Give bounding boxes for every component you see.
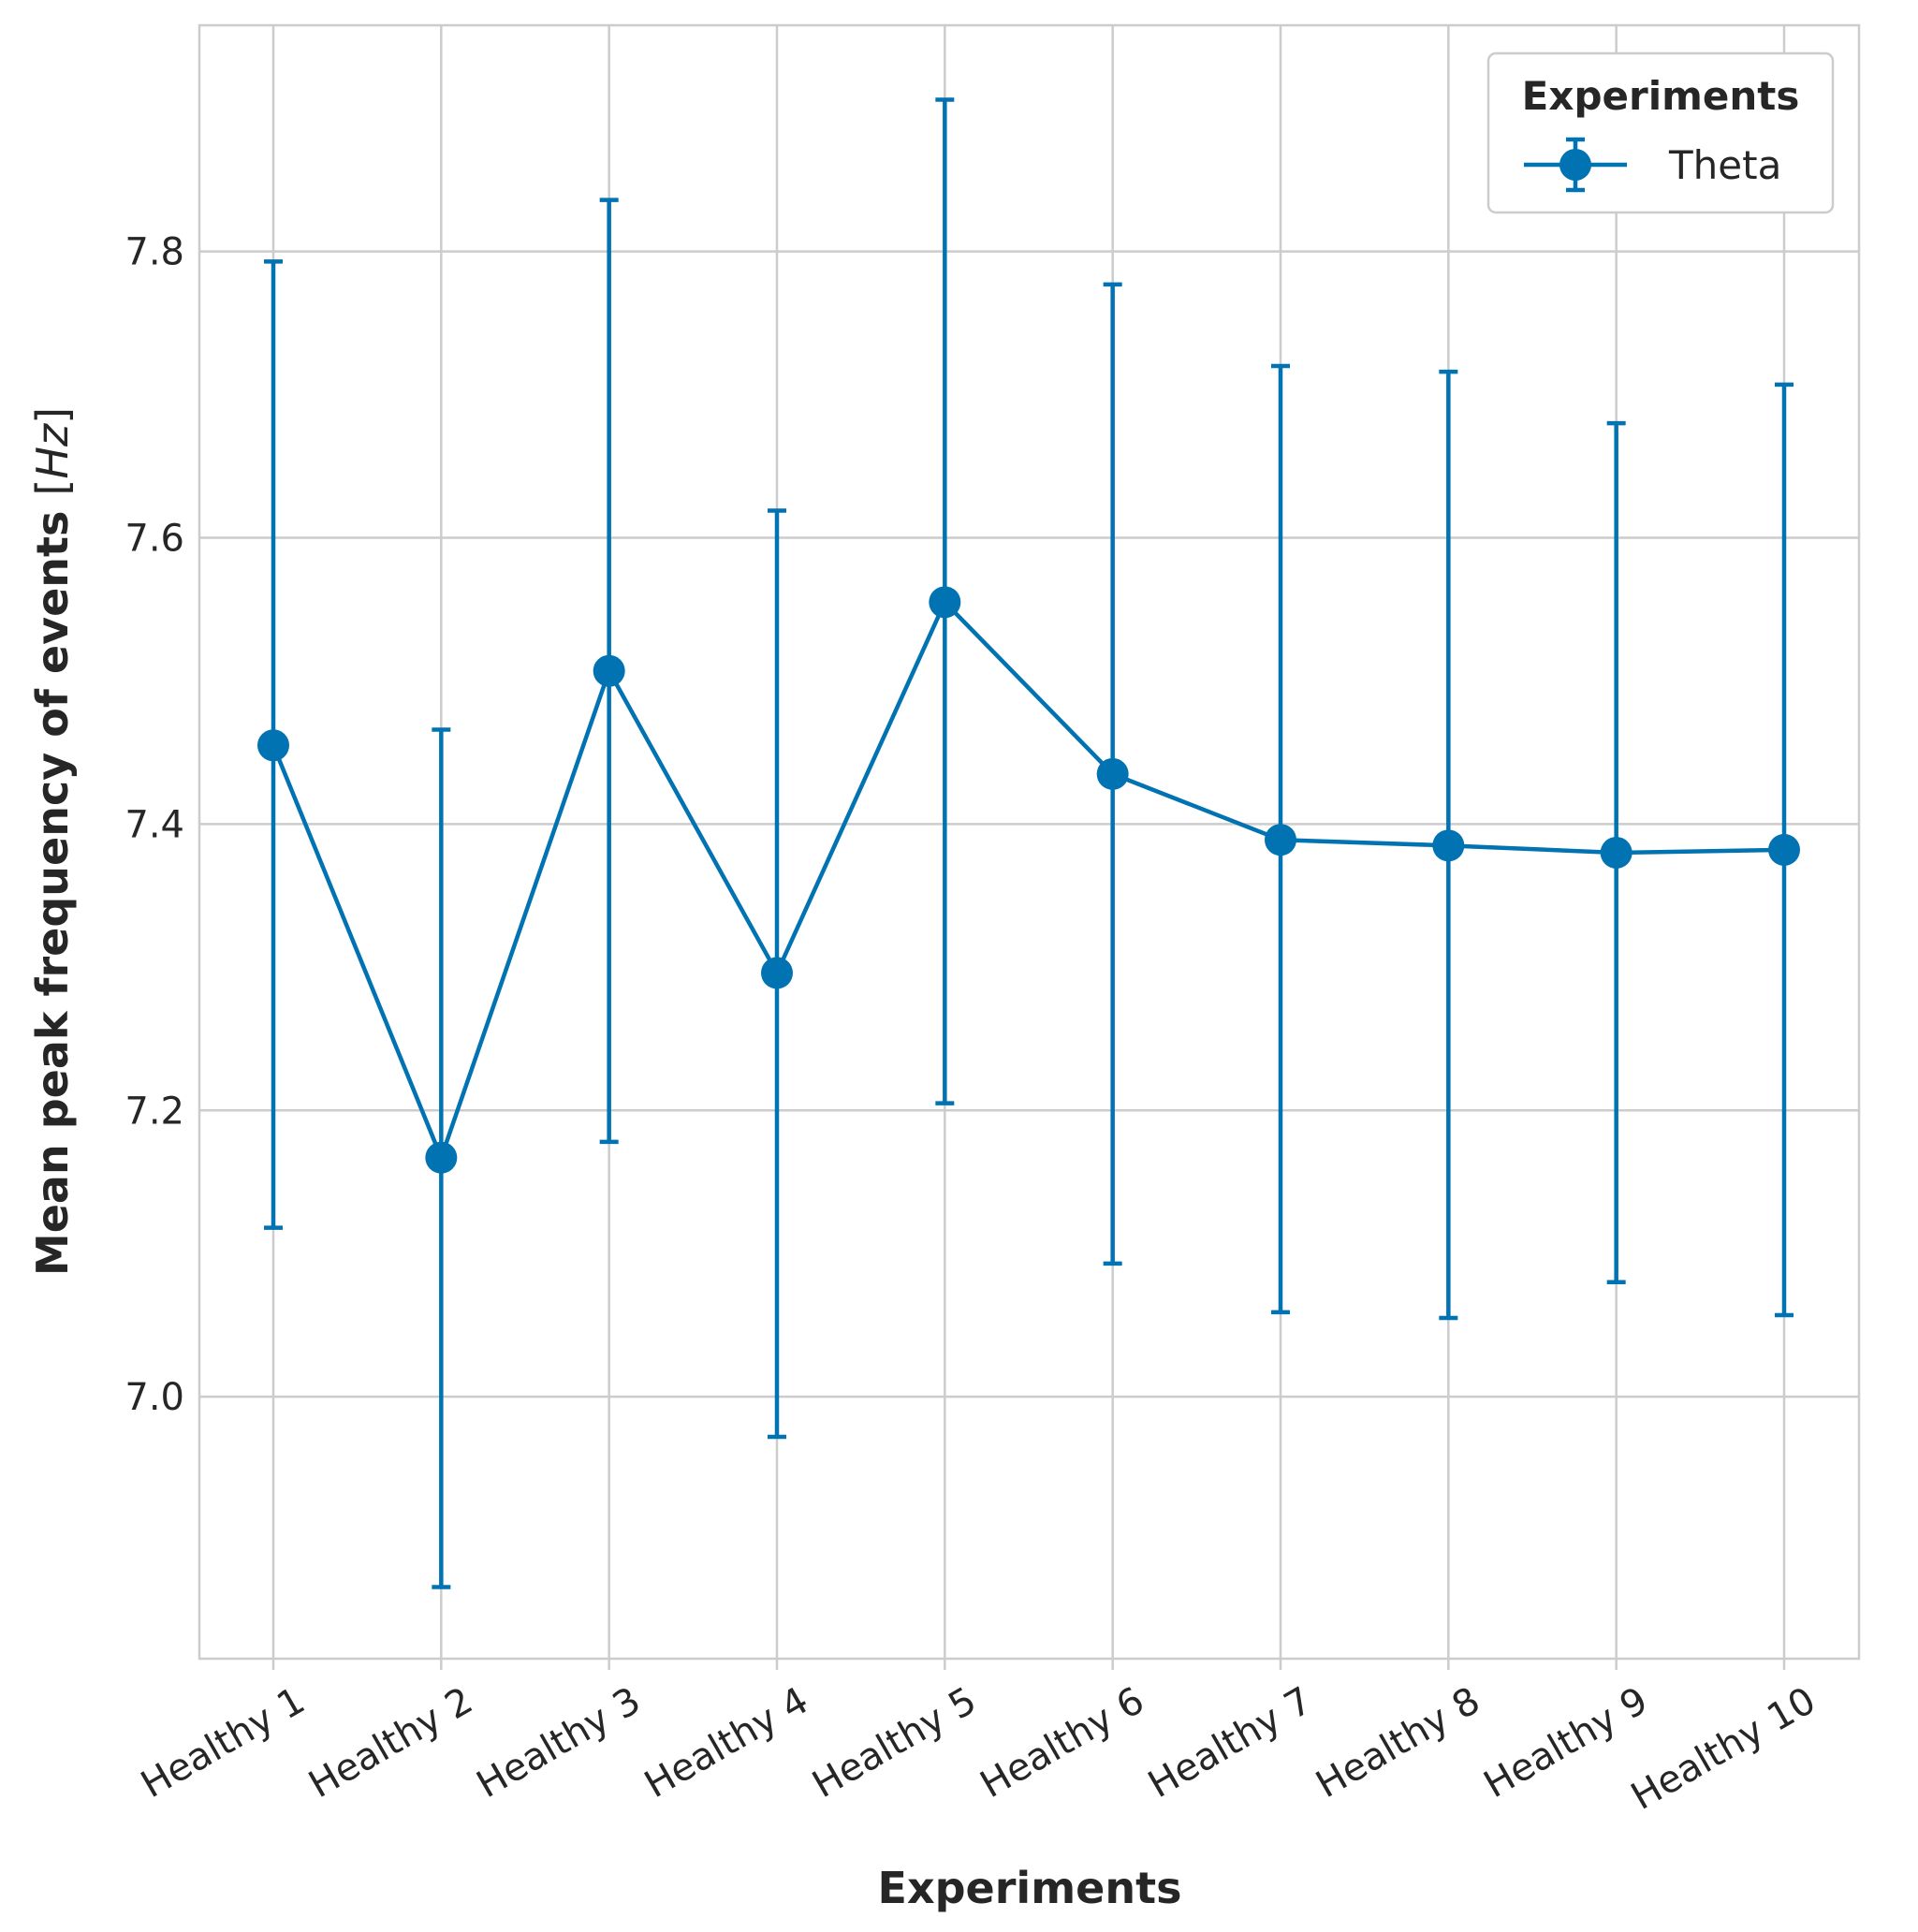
x-axis-title: Experiments xyxy=(878,1863,1182,1913)
x-tick-label: Healthy 2 xyxy=(301,1679,479,1807)
x-tick-label: Healthy 7 xyxy=(1141,1679,1319,1807)
x-tick-label: Healthy 4 xyxy=(637,1679,815,1807)
legend-label-theta: Theta xyxy=(1668,142,1781,188)
y-tick-label: 7.8 xyxy=(124,231,184,274)
legend-title: Experiments xyxy=(1522,73,1800,119)
y-tick-labels: 7.0 7.2 7.4 7.6 7.8 xyxy=(124,231,184,1419)
x-tick-label: Healthy 5 xyxy=(805,1679,983,1807)
series-line-theta xyxy=(271,600,1785,1160)
data-point xyxy=(1600,836,1632,869)
data-point xyxy=(593,654,625,687)
x-tick-label: Healthy 6 xyxy=(974,1679,1151,1807)
data-point xyxy=(761,957,793,989)
y-tick-label: 7.6 xyxy=(124,518,184,561)
data-point xyxy=(425,1141,458,1174)
data-point xyxy=(257,729,289,762)
x-tick-label: Healthy 1 xyxy=(134,1679,312,1807)
y-axis-title: Mean peak frequency of events [Hz] xyxy=(27,407,78,1276)
plot-frame xyxy=(198,23,1861,1661)
data-point xyxy=(1432,829,1465,862)
y-tick-label: 7.0 xyxy=(124,1376,184,1419)
series-theta xyxy=(257,97,1800,1589)
data-point xyxy=(1265,824,1296,856)
data-point xyxy=(929,586,961,619)
plot-background xyxy=(199,25,1859,1659)
y-tick-label: 7.4 xyxy=(124,803,184,846)
data-point xyxy=(1768,833,1800,866)
legend-marker-theta xyxy=(1524,137,1627,193)
x-tick-label: Healthy 10 xyxy=(1624,1679,1823,1819)
data-point xyxy=(1096,757,1129,790)
legend: Experiments Theta xyxy=(1486,51,1835,214)
x-tick-label: Healthy 3 xyxy=(470,1679,648,1807)
x-tick-label: Healthy 8 xyxy=(1309,1679,1486,1807)
y-tick-label: 7.2 xyxy=(124,1090,184,1133)
